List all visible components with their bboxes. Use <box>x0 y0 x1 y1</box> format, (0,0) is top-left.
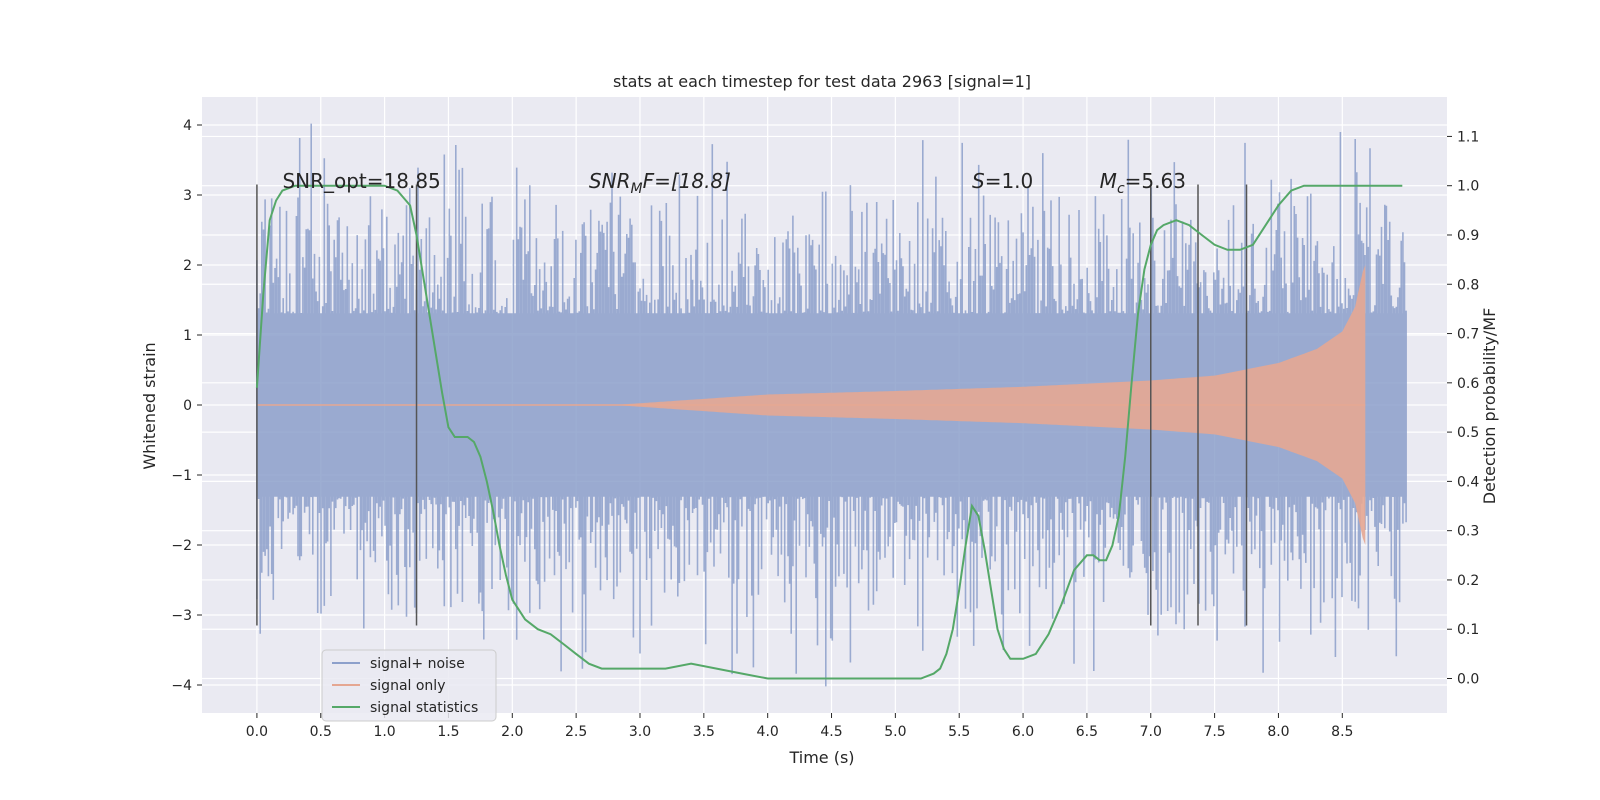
x-tick-label: 5.0 <box>884 724 906 740</box>
y2-tick-label: 0.3 <box>1457 524 1479 540</box>
x-axis-label: Time (s) <box>788 748 854 767</box>
y-tick-label: 2 <box>183 258 192 274</box>
snr-mf-base: SNR <box>589 169 631 193</box>
y2-tick-label: 0.8 <box>1457 277 1479 293</box>
y-tick-label: 1 <box>183 328 192 344</box>
y2-tick-label: 1.0 <box>1457 179 1479 195</box>
x-tick-label: 3.0 <box>629 724 651 740</box>
series-signal-statistics <box>255 184 1403 680</box>
annotation-mc: Mc=5.63 <box>1100 169 1186 197</box>
x-tick-label: 0.5 <box>310 724 332 740</box>
x-tick-label: 6.0 <box>1012 724 1034 740</box>
y-tick-label: −3 <box>171 608 192 624</box>
x-tick-label: 1.5 <box>437 724 459 740</box>
y2-tick-label: 0.2 <box>1457 573 1479 589</box>
y2-tick-label: 1.1 <box>1457 129 1479 145</box>
plot-series <box>255 123 1407 687</box>
mc-value: =5.63 <box>1125 169 1186 193</box>
legend-label-signal-only: signal only <box>370 678 445 694</box>
mc-subscript: c <box>1117 181 1125 197</box>
snr-mf-subscript: M <box>630 181 642 197</box>
x-tick-label: 6.5 <box>1076 724 1098 740</box>
x-tick-label: 7.5 <box>1203 724 1225 740</box>
vertical-markers <box>256 184 1248 626</box>
y-tick-label: 3 <box>183 188 192 204</box>
annotation-snr-opt: SNR_opt=18.85 <box>282 169 440 193</box>
x-tick-label: 5.5 <box>948 724 970 740</box>
legend-label-signal-noise: signal+ noise <box>370 656 465 672</box>
s-symbol: S <box>972 169 985 193</box>
y2-tick-label: 0.5 <box>1457 425 1479 441</box>
legend-label-signal-statistics: signal statistics <box>370 700 478 716</box>
x-tick-label: 7.0 <box>1140 724 1162 740</box>
annotation-s: S=1.0 <box>972 169 1033 193</box>
y-axis-ticks: 4 3 2 1 0 −1 −2 −3 −4 <box>171 118 202 694</box>
y2-tick-label: 0.1 <box>1457 622 1479 638</box>
x-tick-label: 3.5 <box>693 724 715 740</box>
x-tick-label: 4.5 <box>820 724 842 740</box>
x-tick-label: 8.0 <box>1267 724 1289 740</box>
x-tick-label: 2.0 <box>501 724 523 740</box>
x-tick-label: 2.5 <box>565 724 587 740</box>
y2-tick-label: 0.0 <box>1457 672 1479 688</box>
y2-tick-label: 0.6 <box>1457 376 1479 392</box>
x-tick-label: 1.0 <box>373 724 395 740</box>
y-tick-label: −1 <box>171 468 192 484</box>
y-axis-label: Whitened strain <box>140 342 159 469</box>
y-tick-label: 4 <box>183 118 192 134</box>
x-tick-label: 8.5 <box>1331 724 1353 740</box>
mc-symbol: M <box>1100 169 1117 193</box>
y2-tick-label: 0.4 <box>1457 474 1479 490</box>
y2-axis-label: Detection probability/MF <box>1480 308 1499 505</box>
y2-tick-label: 0.7 <box>1457 327 1479 343</box>
y-tick-label: 0 <box>183 398 192 414</box>
chart-title: stats at each timestep for test data 296… <box>613 72 1031 91</box>
legend-box <box>321 649 497 722</box>
y-tick-label: −4 <box>171 678 192 694</box>
y2-tick-label: 0.9 <box>1457 228 1479 244</box>
y-tick-label: −2 <box>171 538 192 554</box>
y2-axis-ticks: 1.1 1.0 0.9 0.8 0.7 0.6 0.5 0.4 0.3 0.2 0.1 0.0 <box>1447 129 1479 688</box>
x-axis-ticks: 0.0 0.5 1.0 1.5 2.0 2.5 3.0 3.5 4.0 4.5 5.0 5.5 6.0 6… <box>246 713 1353 740</box>
x-tick-label: 4.0 <box>757 724 779 740</box>
x-tick-label: 0.0 <box>246 724 268 740</box>
s-value: =1.0 <box>985 169 1034 193</box>
annotation-snr-mf: SNRMF=[18.8] <box>589 169 731 197</box>
legend: signal+ noise signal only signal statist… <box>321 649 497 722</box>
snr-mf-value: F=[18.8] <box>643 169 731 193</box>
